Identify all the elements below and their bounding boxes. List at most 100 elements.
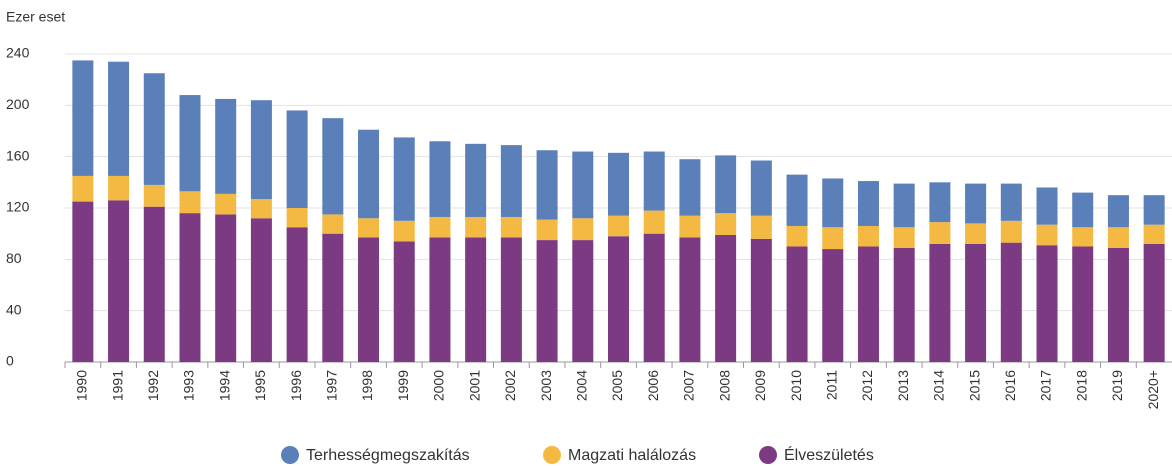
bar-segment <box>822 227 844 250</box>
x-tick-label: 1994 <box>216 370 232 401</box>
x-tick-label: 2015 <box>966 370 982 401</box>
bar-segment <box>179 191 201 214</box>
bar-segment <box>536 150 558 220</box>
bar-segment <box>1036 224 1058 246</box>
x-tick-label: 2014 <box>931 370 947 401</box>
bar-segment <box>715 155 737 214</box>
bar-segment <box>822 249 844 362</box>
bar-segment <box>215 98 237 194</box>
bar-segment <box>393 137 415 221</box>
bar-segment <box>750 238 772 362</box>
bar-segment <box>1143 243 1165 362</box>
x-tick-label: 1992 <box>145 370 161 401</box>
x-tick-label: 2010 <box>788 370 804 401</box>
bar-segment <box>857 225 879 247</box>
legend-swatch <box>281 446 299 464</box>
bar-segment <box>500 216 522 238</box>
bar-segment <box>143 206 165 362</box>
bar-segment <box>286 208 308 228</box>
bar-segment <box>750 215 772 239</box>
bar-segment <box>358 129 380 219</box>
x-tick-label: 2019 <box>1109 370 1125 401</box>
bar-segment <box>358 218 380 238</box>
legend-label: Terhességmegszakítás <box>306 447 470 464</box>
bar-segment <box>643 233 665 362</box>
bar-segment <box>715 234 737 362</box>
bar-segment <box>429 141 451 217</box>
x-tick-label: 2003 <box>538 370 554 401</box>
y-tick-label: 160 <box>6 147 30 163</box>
bar-segment <box>1072 246 1094 362</box>
bar-segment <box>1107 247 1129 362</box>
y-tick-label: 200 <box>6 96 30 112</box>
legend-swatch <box>543 446 561 464</box>
x-tick-label: 2020+ <box>1145 370 1161 409</box>
bar-segment <box>465 216 487 238</box>
x-tick-label: 2011 <box>823 370 839 400</box>
bar-segment <box>108 175 130 201</box>
bar-segment <box>179 95 201 192</box>
bar-segment <box>536 219 558 241</box>
x-tick-label: 2004 <box>573 370 589 401</box>
x-tick-label: 2001 <box>466 370 482 401</box>
bar-segment <box>750 160 772 216</box>
bar-segment <box>822 178 844 228</box>
x-tick-label: 2018 <box>1073 370 1089 401</box>
bar-segment <box>715 213 737 235</box>
bar-segment <box>286 110 308 208</box>
bar-segment <box>572 218 594 241</box>
bar-segment <box>929 182 951 223</box>
x-tick-label: 2012 <box>859 370 875 401</box>
bar-segment <box>322 118 344 215</box>
bar-segment <box>500 145 522 217</box>
bar-segment <box>393 241 415 362</box>
bar-segment <box>679 159 701 216</box>
bar-segment <box>72 60 94 176</box>
bar-segment <box>215 214 237 362</box>
bar-segment <box>143 184 165 207</box>
x-tick-label: 2007 <box>681 370 697 401</box>
x-tick-label: 1998 <box>359 370 375 401</box>
x-tick-label: 2013 <box>895 370 911 401</box>
bar-segment <box>1036 245 1058 362</box>
bar-segment <box>1143 195 1165 225</box>
bar-segment <box>1000 220 1022 243</box>
bar-segment <box>1072 192 1094 228</box>
bar-segment <box>143 73 165 185</box>
bar-segment <box>72 175 94 202</box>
bar-segment <box>929 222 951 244</box>
bar-segment <box>929 243 951 362</box>
y-axis-label: Ezer eset <box>6 9 65 25</box>
bar-segment <box>786 225 808 247</box>
x-tick-label: 2008 <box>716 370 732 401</box>
bar-segment <box>1072 227 1094 247</box>
bar-segment <box>1143 224 1165 244</box>
bar-segment <box>608 215 629 237</box>
x-tick-label: 1996 <box>288 370 304 401</box>
x-tick-label: 2016 <box>1002 370 1018 401</box>
x-tick-label: 1999 <box>395 370 411 401</box>
bar-segment <box>393 220 415 242</box>
x-tick-label: 2002 <box>502 370 518 401</box>
bar-segment <box>1107 227 1129 248</box>
bar-segment <box>572 151 594 219</box>
x-tick-label: 2005 <box>609 370 625 401</box>
bar-segment <box>893 183 915 228</box>
bar-segment <box>643 210 665 234</box>
bar-segment <box>322 214 344 234</box>
bar-segment <box>608 236 629 362</box>
bar-segment <box>429 216 451 238</box>
bar-segment <box>108 200 130 362</box>
bar-segment <box>965 243 987 362</box>
x-tick-label: 1995 <box>252 370 268 401</box>
bar-segment <box>108 61 130 176</box>
x-tick-label: 2017 <box>1038 370 1054 401</box>
bar-segment <box>679 237 701 362</box>
bar-segment <box>965 223 987 244</box>
x-tick-label: 1993 <box>181 370 197 401</box>
bar-segment <box>786 246 808 362</box>
bar-segment <box>250 100 272 200</box>
x-tick-label: 1991 <box>109 370 125 401</box>
bar-segment <box>786 174 808 226</box>
